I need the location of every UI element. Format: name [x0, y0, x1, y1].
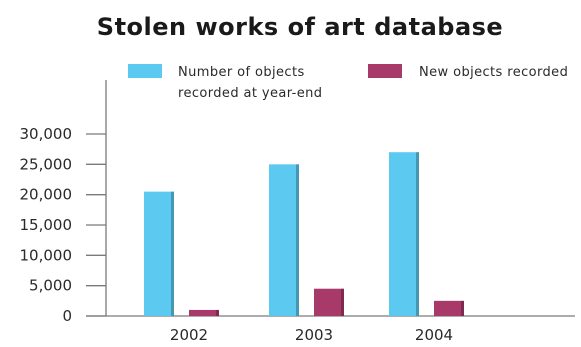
y-tick-label-4: 20,000: [20, 186, 73, 204]
y-tick-label-5: 25,000: [20, 155, 73, 173]
bar-0-2004: [389, 152, 419, 316]
x-tick-label-2: 2004: [415, 326, 453, 344]
x-tick-label-0: 2002: [170, 326, 208, 344]
bar-1-2003: [314, 288, 344, 316]
y-tick-label-6: 30,000: [20, 125, 73, 143]
x-tick-label-1: 2003: [295, 326, 333, 344]
y-tick-label-1: 5,000: [29, 277, 72, 295]
bar-shade-0-2004: [416, 152, 419, 316]
legend-label-series-0-line-1: recorded at year-end: [178, 86, 322, 101]
bar-shade-1-2002: [216, 309, 219, 316]
bar-0-2003: [269, 164, 299, 316]
y-tick-label-3: 15,000: [20, 216, 73, 234]
legend: Number of objects recorded at year-end N…: [128, 64, 568, 101]
bar-shade-1-2004: [461, 300, 464, 316]
legend-swatch-series-0: [128, 64, 162, 78]
bars: [144, 152, 464, 316]
legend-label-series-1-line-0: New objects recorded: [419, 65, 568, 80]
legend-label-series-0-line-0: Number of objects: [178, 65, 305, 80]
y-axis-ticks: 0 5,000 10,000 15,000 20,000 25,000 30,000: [20, 125, 106, 325]
bar-shade-0-2003: [296, 164, 299, 316]
y-tick-label-0: 0: [62, 307, 72, 325]
x-axis-labels: 2002 2003 2004: [170, 326, 453, 344]
bar-0-2002: [144, 191, 174, 316]
bar-1-2004: [434, 300, 464, 316]
y-tick-label-2: 10,000: [20, 246, 73, 264]
legend-swatch-series-1: [368, 64, 402, 78]
chart-title: Stolen works of art database: [97, 13, 503, 41]
bar-shade-1-2003: [341, 288, 344, 316]
bar-shade-0-2002: [171, 191, 174, 316]
bar-1-2002: [189, 309, 219, 316]
